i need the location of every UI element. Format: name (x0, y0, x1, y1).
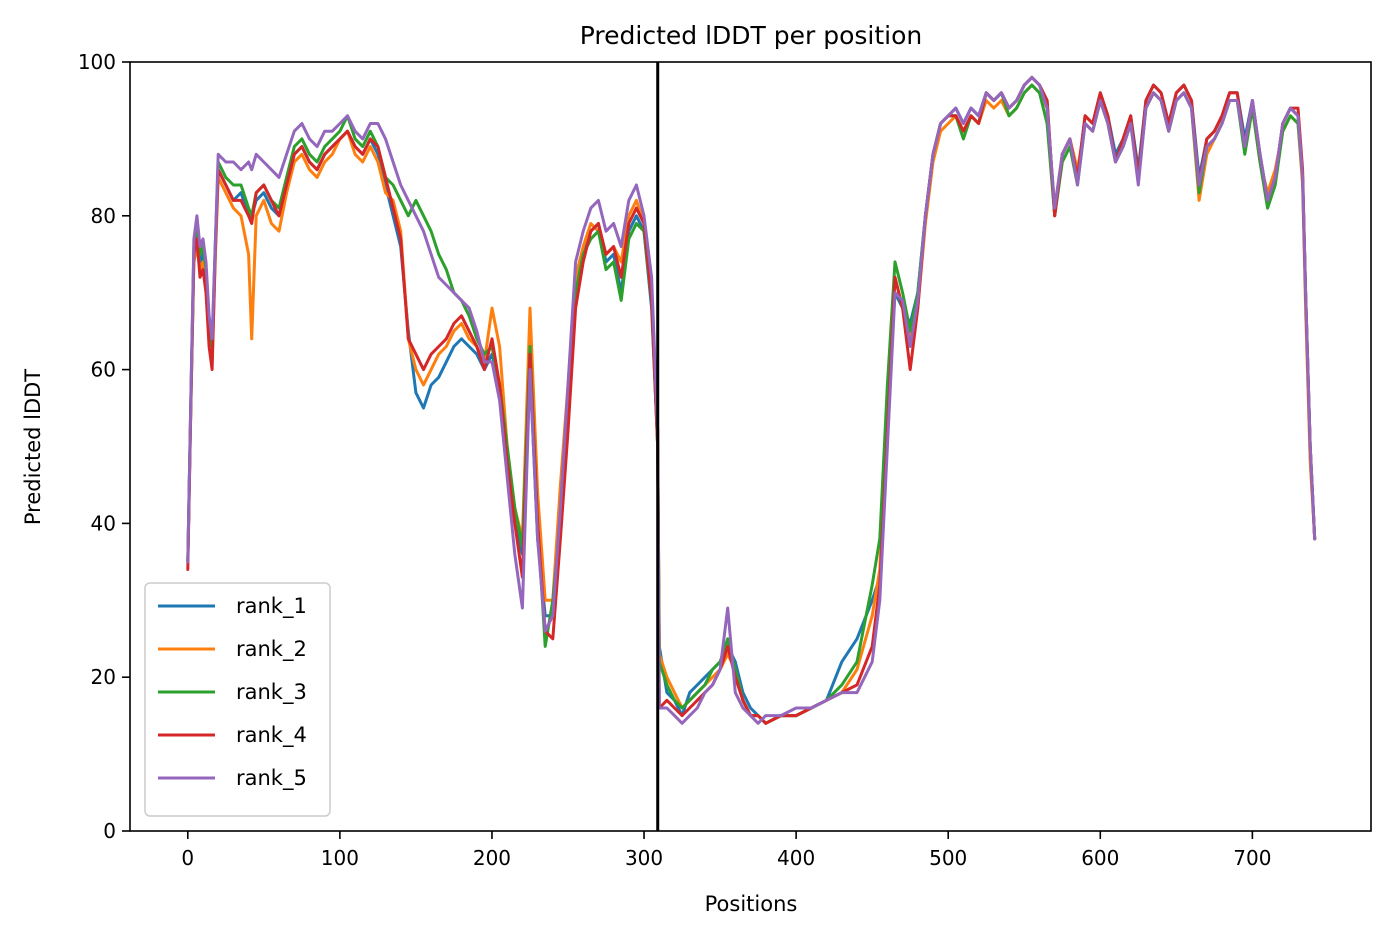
legend-box (144, 582, 331, 817)
y-tick-label: 20 (91, 665, 116, 689)
y-tick-label: 40 (91, 511, 116, 535)
x-tick-label: 600 (1081, 846, 1119, 870)
x-axis-label: Positions (705, 892, 798, 916)
y-tick-label: 0 (103, 819, 116, 843)
legend-label: rank_3 (236, 680, 307, 705)
x-tick-label: 500 (929, 846, 967, 870)
legend-label: rank_4 (236, 723, 307, 748)
x-tick-label: 0 (181, 846, 194, 870)
y-tick-label: 80 (91, 204, 116, 228)
y-tick-label: 100 (78, 50, 116, 74)
legend-label: rank_5 (236, 766, 307, 791)
plot-frame (129, 61, 1372, 832)
y-axis: 0 20 40 60 80 100 (78, 50, 130, 843)
x-tick-label: 100 (321, 846, 359, 870)
x-tick-label: 700 (1233, 846, 1271, 870)
legend-label: rank_1 (236, 594, 307, 619)
series-line-rank-5 (186, 75, 1317, 725)
x-axis: 0 100 200 300 400 500 600 700 (181, 831, 1271, 870)
y-axis-label: Predicted lDDT (21, 369, 45, 525)
series-layer (186, 75, 1317, 725)
y-tick-label: 60 (91, 358, 116, 382)
x-tick-label: 300 (625, 846, 663, 870)
plot-frame-background (130, 62, 1371, 831)
chart-title: Predicted lDDT per position (580, 21, 922, 50)
legend: rank_1 rank_2 rank_3 rank_4 rank_5 (144, 582, 331, 817)
legend-label: rank_2 (236, 637, 307, 662)
x-tick-label: 400 (777, 846, 815, 870)
x-tick-label: 200 (473, 846, 511, 870)
